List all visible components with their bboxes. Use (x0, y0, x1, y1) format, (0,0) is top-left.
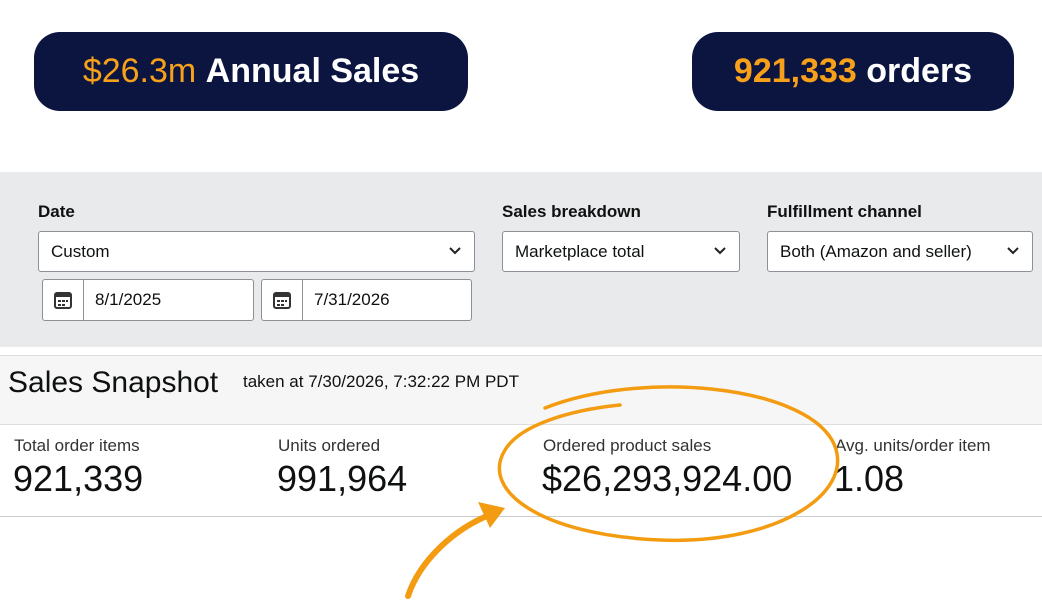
filter-label: Sales breakdown (502, 202, 641, 221)
sales-breakdown-select[interactable]: Marketplace total (502, 231, 740, 272)
filter-label: Date (38, 202, 75, 221)
date-value: 7/31/2026 (314, 290, 390, 309)
metric-value: 1.08 (834, 458, 905, 499)
chevron (714, 247, 726, 255)
badge: $26.3m Annual Sales (34, 32, 468, 111)
select-value: Both (Amazon and seller) (780, 241, 972, 261)
chevron (1007, 247, 1019, 255)
arrow-shaft (405, 511, 495, 599)
snapshot-header (0, 355, 1042, 425)
metric-label: Total order items (14, 436, 140, 455)
metric-value: 991,964 (277, 458, 408, 499)
end-date-input[interactable]: 7/31/2026 (261, 279, 472, 321)
date-select[interactable]: Custom (38, 231, 475, 272)
calendar-icon[interactable] (43, 280, 84, 320)
calendar-icon[interactable] (262, 280, 303, 320)
badge-highlight: $26.3m (82, 52, 197, 90)
badge-text: orders (866, 52, 973, 90)
badge: 921,333 orders (692, 32, 1014, 111)
start-date-input[interactable]: 8/1/2025 (42, 279, 254, 321)
snapshot-title: Sales Snapshot (8, 366, 219, 399)
date-value: 8/1/2025 (95, 290, 162, 309)
metric-value: 921,339 (13, 458, 144, 499)
metric-label: Avg. units/order item (835, 436, 991, 455)
badge-highlight: 921,333 (733, 52, 857, 90)
select-value: Marketplace total (515, 241, 645, 261)
filter-label: Fulfillment channel (767, 202, 922, 221)
badge-text: Annual Sales (205, 52, 420, 90)
calendar-glyph (273, 292, 291, 309)
select-value: Custom (51, 241, 110, 261)
arrow-head (478, 502, 505, 528)
highlight-ellipse (497, 385, 840, 543)
snapshot-timestamp: taken at 7/30/2026, 7:32:22 PM PDT (243, 372, 519, 391)
fulfillment-select[interactable]: Both (Amazon and seller) (767, 231, 1033, 272)
chevron (449, 247, 461, 255)
metric-value: $26,293,924.00 (542, 458, 793, 499)
calendar-glyph (54, 292, 72, 309)
metrics-row (0, 425, 1042, 517)
metric-label: Ordered product sales (543, 436, 712, 455)
metric-label: Units ordered (278, 436, 381, 455)
